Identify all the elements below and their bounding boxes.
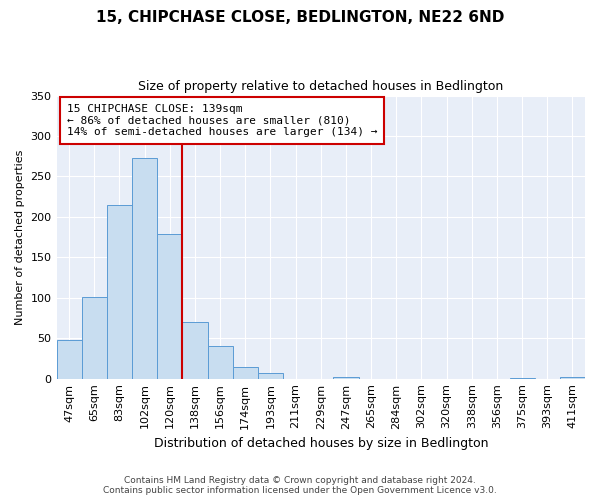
X-axis label: Distribution of detached houses by size in Bedlington: Distribution of detached houses by size … xyxy=(154,437,488,450)
Bar xyxy=(258,373,283,378)
Bar xyxy=(182,322,208,378)
Bar xyxy=(334,377,359,378)
Bar xyxy=(233,368,258,378)
Text: Contains HM Land Registry data © Crown copyright and database right 2024.
Contai: Contains HM Land Registry data © Crown c… xyxy=(103,476,497,495)
Y-axis label: Number of detached properties: Number of detached properties xyxy=(15,150,25,325)
Title: Size of property relative to detached houses in Bedlington: Size of property relative to detached ho… xyxy=(138,80,503,93)
Bar xyxy=(157,234,182,378)
Bar xyxy=(560,377,585,378)
Bar xyxy=(107,205,132,378)
Bar xyxy=(82,297,107,378)
Bar xyxy=(208,346,233,378)
Text: 15 CHIPCHASE CLOSE: 139sqm
← 86% of detached houses are smaller (810)
14% of sem: 15 CHIPCHASE CLOSE: 139sqm ← 86% of deta… xyxy=(67,104,377,137)
Text: 15, CHIPCHASE CLOSE, BEDLINGTON, NE22 6ND: 15, CHIPCHASE CLOSE, BEDLINGTON, NE22 6N… xyxy=(96,10,504,25)
Bar xyxy=(56,340,82,378)
Bar xyxy=(132,158,157,378)
